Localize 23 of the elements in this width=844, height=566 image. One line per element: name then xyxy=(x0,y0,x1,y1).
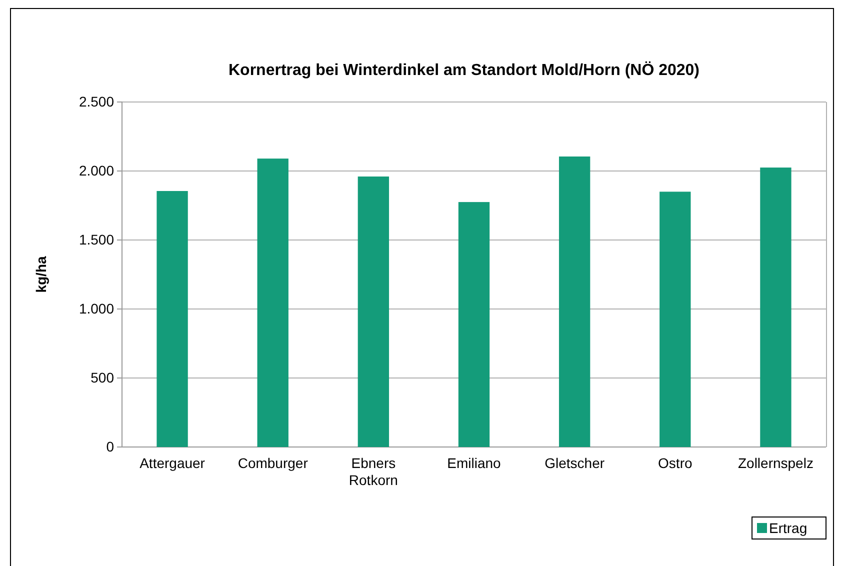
legend-label: Ertrag xyxy=(769,520,808,536)
bar xyxy=(660,192,691,447)
bar xyxy=(156,191,188,447)
bar xyxy=(760,168,792,447)
y-tick-label: 2.000 xyxy=(78,162,114,178)
x-tick-label: Comburger xyxy=(238,455,308,472)
x-tick-label: Zollernspelz xyxy=(738,455,814,472)
y-tick-label: 500 xyxy=(90,369,114,386)
bar xyxy=(257,158,288,447)
bar xyxy=(358,176,390,447)
y-tick-label: 1.000 xyxy=(78,300,114,316)
x-tick-label: Emiliano xyxy=(447,455,502,472)
y-tick-label: 1.500 xyxy=(78,231,114,248)
y-axis-title: kg/ha xyxy=(33,256,49,293)
y-tick-label: 0 xyxy=(106,438,114,454)
chart-title: Kornertrag bei Winterdinkel am Standort Mold/Horn (NÖ 2020) xyxy=(228,61,700,79)
x-tick-label: Ebners Rotkorn xyxy=(348,455,398,488)
x-tick-label: Ostro xyxy=(658,455,692,472)
x-tick-label: Gletscher xyxy=(544,455,605,472)
x-tick-label: Attergauer xyxy=(140,455,206,472)
bar xyxy=(558,156,590,447)
y-tick-label: 2.500 xyxy=(78,93,114,110)
bar xyxy=(458,202,490,447)
